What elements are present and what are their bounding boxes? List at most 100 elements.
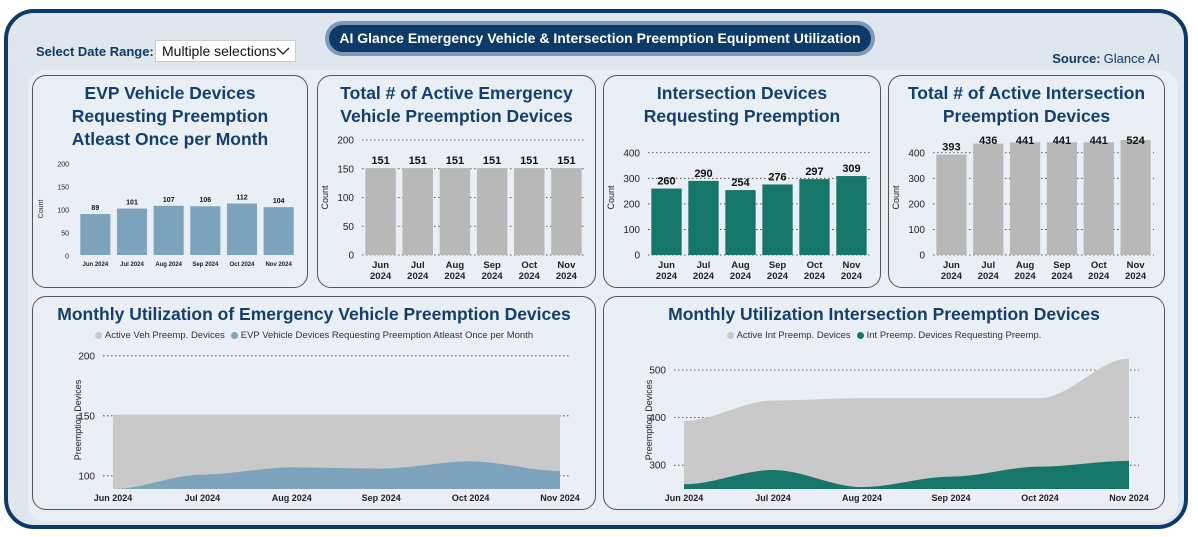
y-tick-label: 0 xyxy=(634,251,640,262)
y-tick-label: 200 xyxy=(908,199,925,210)
bar xyxy=(836,176,867,255)
source: Source: Glance AI xyxy=(1052,51,1160,66)
bar xyxy=(476,168,508,255)
bar xyxy=(936,154,967,255)
y-tick-label: 400 xyxy=(623,148,640,159)
bar xyxy=(226,203,258,255)
area xyxy=(684,358,1129,489)
legend-label: EVP Vehicle Devices Requesting Preemptio… xyxy=(240,330,534,341)
area xyxy=(684,460,1129,489)
x-tick-label: Jul 2024 xyxy=(755,493,791,503)
source-label: Source: xyxy=(1052,51,1101,66)
y-axis-label: Count xyxy=(38,200,45,219)
y-tick-label: 300 xyxy=(908,174,925,185)
source-value: Glance AI xyxy=(1103,51,1160,66)
x-tick-label: Oct 2024 xyxy=(1088,260,1110,282)
chart-title: Total # of Active Intersection Preemptio… xyxy=(907,83,1146,126)
y-tick-label: 400 xyxy=(908,148,925,159)
bar xyxy=(799,179,830,255)
data-label: 151 xyxy=(520,155,538,167)
bar xyxy=(1120,140,1151,255)
x-tick-label: Jun 2024 xyxy=(94,493,133,503)
y-tick-label: 50 xyxy=(61,231,69,238)
x-tick-label: Sep 2024 xyxy=(766,260,789,282)
date-range-dropdown[interactable]: Multiple selections xyxy=(155,40,296,62)
data-label: 441 xyxy=(1090,135,1108,147)
plot: Count 0 50 100 150 200 151 151 151 151 151 151 xyxy=(320,136,585,262)
y-tick-label: 300 xyxy=(649,461,666,472)
legend-marker xyxy=(94,332,102,339)
x-tick-label: Jul 2024 xyxy=(977,260,999,282)
chevron xyxy=(276,47,290,55)
x-tick-label: Nov 2024 xyxy=(1125,260,1147,282)
bar xyxy=(651,188,682,255)
x-tick-label: Aug 2024 xyxy=(729,260,752,282)
y-tick-label: 200 xyxy=(623,199,640,210)
x-tick-label: Sep 2024 xyxy=(481,260,503,282)
bar xyxy=(365,168,396,255)
bar xyxy=(1046,142,1078,255)
bar xyxy=(1009,142,1041,255)
data-label: 254 xyxy=(731,177,750,189)
x-tick-label: Nov 2024 xyxy=(840,260,863,282)
y-tick-label: 400 xyxy=(649,413,666,424)
data-label: 89 xyxy=(91,205,99,212)
bar xyxy=(190,206,221,255)
legend-item: EVP Vehicle Devices Requesting Preemptio… xyxy=(230,330,534,341)
x-tick-label: Aug 2024 xyxy=(842,493,882,503)
x-tick-label: Sep 2024 xyxy=(1051,260,1073,282)
data-label: 151 xyxy=(557,155,575,167)
data-label: 104 xyxy=(273,198,285,205)
x-tick-label: Sep 2024 xyxy=(931,493,970,503)
legend-marker xyxy=(726,332,734,339)
y-tick-label: 150 xyxy=(57,185,69,192)
y-axis-label: Count xyxy=(606,185,616,210)
filter-label: Select Date Range: xyxy=(36,44,154,59)
chart-title: Total # of Active Emergency Vehicle Pree… xyxy=(340,83,573,126)
x-tick-label: Aug 2024 xyxy=(155,262,182,268)
legend-label: Int Preemp. Devices Requesting Preemp. xyxy=(866,330,1042,341)
y-tick-label: 200 xyxy=(78,351,95,362)
y-tick-label: 0 xyxy=(65,254,69,261)
bar xyxy=(153,205,184,255)
x-tick-label: Sep 2024 xyxy=(192,262,219,268)
data-label: 290 xyxy=(694,168,712,180)
legend-label: Active Int Preemp. Devices xyxy=(736,330,851,341)
y-tick-label: 50 xyxy=(343,222,355,233)
y-tick-label: 100 xyxy=(78,471,95,482)
x-tick-label: Jun 2024 xyxy=(940,260,962,282)
bar xyxy=(439,168,471,255)
legend-item: Active Veh Preemp. Devices xyxy=(94,330,225,341)
chart-panel: Intersection Devices Requesting Preempti… xyxy=(603,75,881,288)
x-tick-label: Jul 2024 xyxy=(692,260,715,282)
y-axis-label: Count xyxy=(320,185,330,210)
data-label: 441 xyxy=(1053,135,1071,147)
data-label: 101 xyxy=(126,200,138,207)
data-label: 112 xyxy=(236,194,247,201)
bar xyxy=(1083,142,1114,255)
dropdown-value: Multiple selections xyxy=(162,43,277,59)
y-tick-label: 100 xyxy=(337,193,354,204)
chart-panel: Monthly Utilization Intersection Preempt… xyxy=(603,296,1165,510)
plot: Count 0 50 100 150 200 89 101 107 106 112 104 xyxy=(38,162,294,261)
data-label: 106 xyxy=(199,197,211,204)
legend-item: Int Preemp. Devices Requesting Preemp. xyxy=(856,330,1042,341)
data-label: 436 xyxy=(979,135,997,147)
data-label: 441 xyxy=(1016,135,1034,147)
data-label: 151 xyxy=(446,155,464,167)
data-label: 107 xyxy=(163,197,175,204)
x-tick-label: Jun 2024 xyxy=(665,493,704,503)
y-tick-label: 200 xyxy=(57,162,69,169)
data-label: 393 xyxy=(942,142,960,154)
x-tick-label: Jul 2024 xyxy=(407,260,429,282)
data-label: 151 xyxy=(483,155,501,167)
bar xyxy=(688,180,719,255)
legend-marker xyxy=(230,332,238,339)
bar xyxy=(973,143,1004,255)
x-tick-label: Jun 2024 xyxy=(370,260,392,282)
y-tick-label: 200 xyxy=(337,136,354,147)
chart-title: Monthly Utilization of Emergency Vehicle… xyxy=(57,304,571,324)
data-label: 309 xyxy=(842,163,860,175)
x-tick-label: Jun 2024 xyxy=(655,260,678,282)
title-pill: AI Glance Emergency Vehicle & Intersecti… xyxy=(325,21,875,56)
